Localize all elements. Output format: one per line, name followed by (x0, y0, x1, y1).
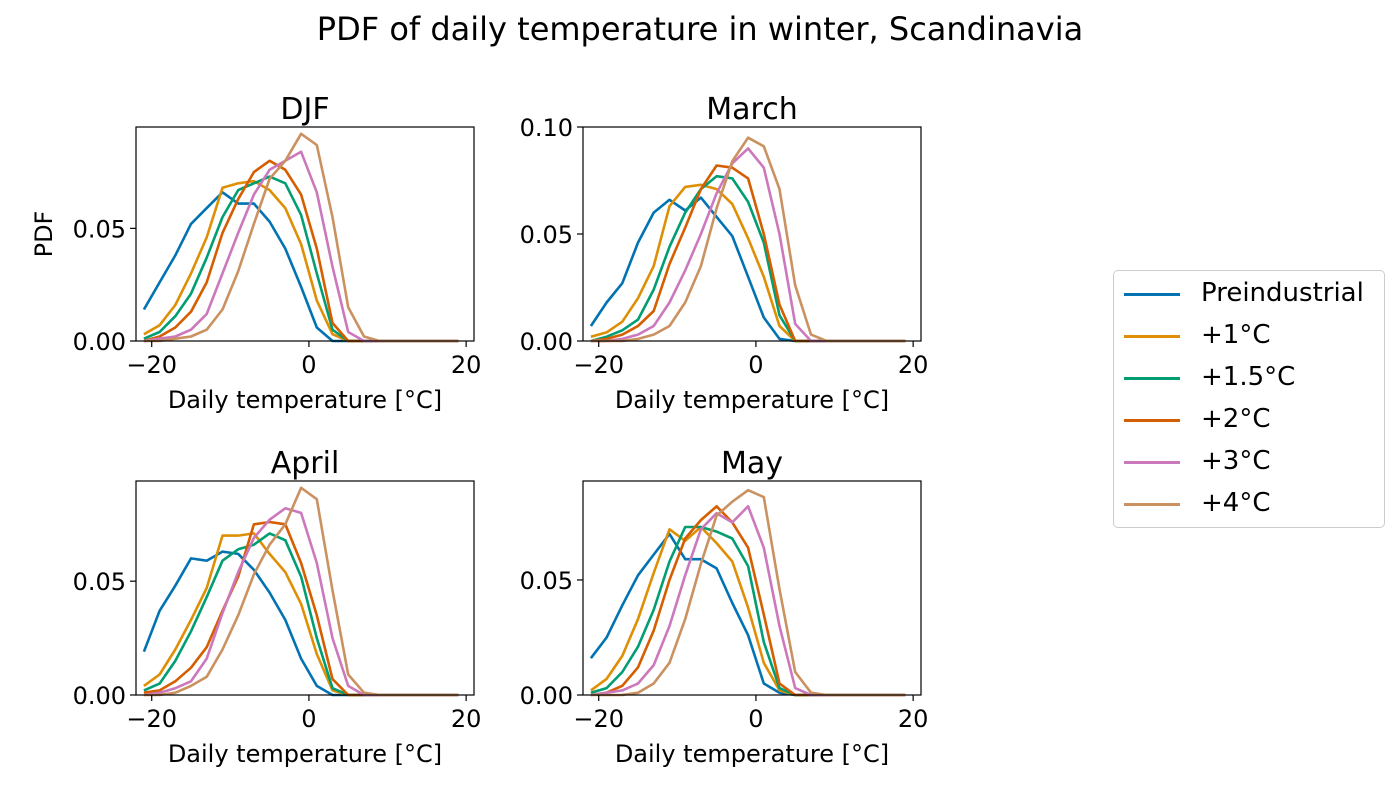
legend-swatch (1124, 293, 1180, 296)
y-tick-label: 0.05 (73, 215, 126, 243)
legend-swatch (1124, 503, 1180, 506)
legend-item-plus1-5c: +1.5°C (1114, 357, 1384, 399)
series-line-preindustrial (142, 550, 459, 697)
series-line--2-c (590, 504, 906, 697)
series-line-preindustrial (589, 532, 906, 697)
legend-label: +1°C (1201, 320, 1271, 350)
legend-label: +1.5°C (1201, 362, 1296, 392)
legend-label: +4°C (1201, 488, 1271, 518)
axes-frame (582, 480, 922, 696)
legend-swatch (1124, 461, 1180, 464)
x-axis-label: Daily temperature [°C] (615, 386, 889, 414)
y-tick-label: 0.00 (73, 682, 126, 710)
legend-label: +3°C (1201, 446, 1271, 476)
y-tick-label: 0.10 (520, 114, 573, 142)
subplot-djf: −20 0 20 0.00 0.05 DJF Daily temperature [°C] P… (30, 92, 481, 414)
series-line--2-c (590, 164, 906, 343)
subplot-may: −20 0 20 0.00 0.05 May Daily temperature [°C] (520, 446, 929, 768)
x-tick-label: 0 (748, 705, 763, 733)
legend-label: Preindustrial (1201, 278, 1364, 308)
series-line--1-c (143, 179, 459, 343)
legend-item-plus1c: +1°C (1114, 315, 1384, 357)
legend-item-plus3c: +3°C (1114, 441, 1384, 483)
x-axis-label: Daily temperature [°C] (168, 740, 442, 768)
y-tick-label: 0.05 (73, 568, 126, 596)
y-tick-label: 0.05 (520, 221, 573, 249)
x-tick-label: 0 (301, 351, 316, 379)
x-tick-label: −20 (126, 351, 177, 379)
y-tick-label: 0.00 (520, 328, 573, 356)
axes-frame (135, 480, 475, 696)
legend: Preindustrial +1°C +1.5°C +2°C +3°C +4°C (1113, 270, 1385, 528)
series-line--1-5-c (143, 175, 459, 343)
y-tick-label: 0.05 (520, 567, 573, 595)
series-line--1-5-c (590, 174, 906, 343)
subplot-title: May (721, 446, 783, 481)
x-tick-label: 0 (301, 705, 316, 733)
legend-swatch (1124, 419, 1180, 422)
y-tick-label: 0.00 (520, 682, 573, 710)
subplot-title: April (271, 446, 340, 481)
x-tick-label: −20 (573, 351, 624, 379)
series-line--4-c (143, 486, 459, 697)
y-axis-label: PDF (30, 211, 58, 258)
axes-frame (135, 126, 475, 342)
axes-frame (582, 126, 922, 342)
x-tick-label: −20 (573, 705, 624, 733)
legend-swatch (1124, 377, 1180, 380)
figure-title: PDF of daily temperature in winter, Scan… (316, 10, 1084, 48)
subplot-title: DJF (280, 92, 329, 127)
x-tick-label: 20 (898, 351, 929, 379)
subplot-title: March (706, 92, 797, 127)
y-tick-label: 0.00 (73, 328, 126, 356)
x-axis-label: Daily temperature [°C] (615, 740, 889, 768)
x-tick-label: 0 (748, 351, 763, 379)
legend-label: +2°C (1201, 404, 1271, 434)
subplot-april: −20 0 20 0.00 0.05 April Daily temperature [°C… (73, 446, 482, 768)
x-tick-label: −20 (126, 705, 177, 733)
legend-item-plus2c: +2°C (1114, 399, 1384, 441)
x-tick-label: 20 (451, 351, 482, 379)
legend-swatch (1124, 335, 1180, 338)
x-axis-label: Daily temperature [°C] (168, 386, 442, 414)
series-line--2-c (143, 159, 459, 343)
legend-item-plus4c: +4°C (1114, 483, 1384, 525)
series-line--2-c (143, 520, 459, 697)
legend-item-preindustrial: Preindustrial (1114, 273, 1384, 315)
subplot-march: −20 0 20 0.00 0.05 0.10 March Daily temperature… (520, 92, 929, 414)
x-tick-label: 20 (451, 705, 482, 733)
x-tick-label: 20 (898, 705, 929, 733)
